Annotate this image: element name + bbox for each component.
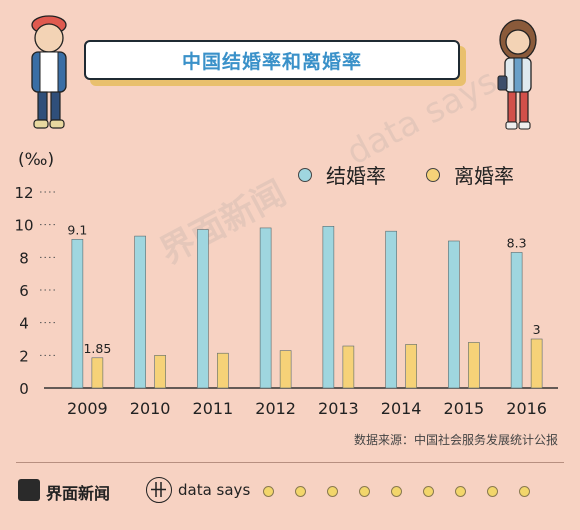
brand-name: 界面新闻: [46, 484, 111, 503]
legend-item-divorce: 离婚率: [426, 160, 514, 189]
brand-logo-icon: [18, 479, 40, 501]
legend-divorce-label: 离婚率: [454, 164, 514, 188]
footer-dot: [327, 486, 338, 497]
y-tick-label: 10: [14, 217, 33, 235]
bar: [91, 357, 104, 389]
x-tick-label: 2010: [130, 399, 171, 418]
data-says-label: data says: [178, 481, 251, 499]
source-note: 数据来源：中国社会服务发展统计公报: [353, 433, 558, 447]
bar: [530, 338, 543, 389]
y-tick-label: 2: [19, 347, 29, 365]
y-tick-label: 4: [19, 315, 29, 333]
footer-dot: [519, 486, 530, 497]
bar: [71, 239, 84, 389]
footer-divider: [16, 462, 564, 463]
data-label: 3: [533, 322, 541, 337]
woman-illustration: [492, 18, 544, 140]
bar: [468, 342, 480, 389]
x-tick-label: 2016: [506, 399, 547, 418]
footer-dots: [263, 486, 530, 497]
bar: [279, 350, 292, 389]
bar: [510, 252, 523, 389]
legend-item-marriage: 结婚率: [298, 160, 386, 189]
y-tick-label: 6: [19, 282, 29, 300]
legend-marriage-label: 结婚率: [326, 164, 386, 188]
footer-dot: [391, 486, 402, 497]
data-label: 1.85: [83, 341, 111, 356]
x-tick-label: 2015: [444, 399, 485, 418]
man-illustration: [18, 14, 80, 140]
bar: [385, 230, 397, 389]
x-tick-label: 2013: [318, 399, 359, 418]
footer-dot: [263, 486, 274, 497]
chart-title: 中国结婚率和离婚率: [181, 50, 362, 73]
x-tick-label: 2012: [255, 399, 296, 418]
legend-divorce-swatch: [426, 167, 440, 182]
y-axis-unit: (‰): [18, 150, 55, 170]
y-tick-label: 8: [19, 249, 29, 267]
bar: [342, 345, 355, 389]
bar: [134, 235, 146, 389]
bar: [322, 226, 335, 389]
bar: [217, 352, 229, 389]
y-tick-label: 0: [19, 380, 29, 398]
footer: 界面新闻 data says: [16, 474, 576, 508]
bar: [405, 344, 417, 389]
x-tick-label: 2011: [193, 399, 234, 418]
title-box: 中国结婚率和离婚率: [84, 40, 466, 86]
data-label: 9.1: [67, 222, 87, 237]
bar: [154, 355, 166, 389]
bar: [197, 229, 209, 389]
footer-dot: [359, 486, 370, 497]
footer-dot: [455, 486, 466, 497]
bar: [259, 227, 272, 389]
title-card: 中国结婚率和离婚率: [84, 40, 460, 80]
legend-marriage-swatch: [298, 167, 312, 182]
footer-dot: [487, 486, 498, 497]
footer-dot: [295, 486, 306, 497]
x-tick-label: 2009: [67, 399, 108, 418]
bar: [448, 240, 460, 389]
data-says-logo-icon: [146, 477, 172, 503]
y-tick-label: 12: [14, 184, 33, 202]
footer-dot: [423, 486, 434, 497]
data-label: 8.3: [507, 235, 527, 250]
x-tick-label: 2014: [381, 399, 422, 418]
